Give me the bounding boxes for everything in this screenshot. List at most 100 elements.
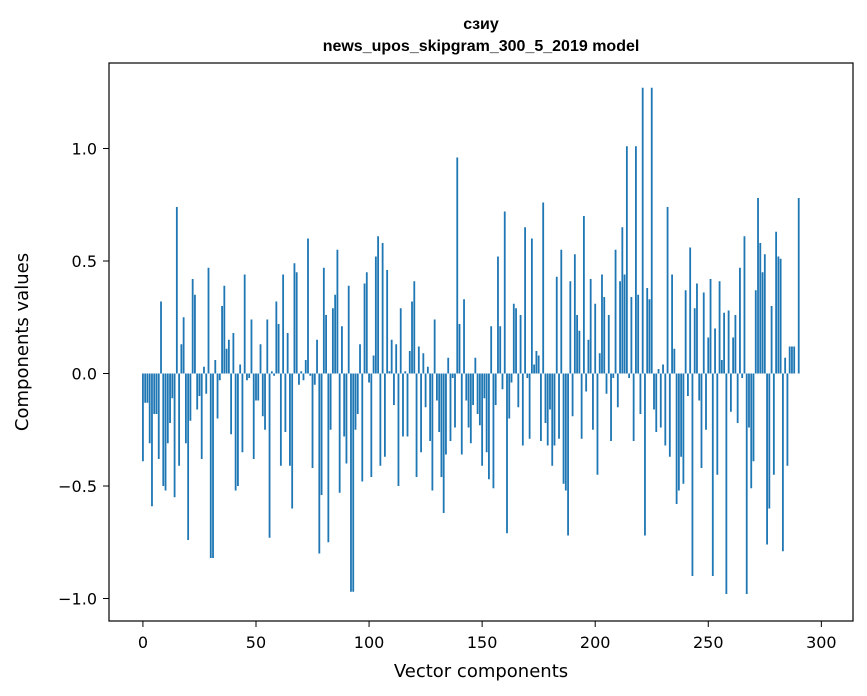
bar bbox=[668, 373, 671, 457]
bar bbox=[589, 279, 592, 374]
bar bbox=[182, 317, 185, 374]
bar bbox=[601, 274, 603, 374]
bar bbox=[506, 373, 508, 534]
bar bbox=[313, 373, 316, 385]
bar bbox=[682, 373, 685, 484]
bar bbox=[320, 373, 323, 495]
bar bbox=[510, 373, 513, 383]
bar bbox=[191, 279, 194, 374]
bar bbox=[386, 270, 389, 374]
bar bbox=[761, 272, 764, 374]
bar bbox=[399, 308, 402, 374]
bar bbox=[436, 373, 438, 401]
bar bbox=[718, 281, 721, 374]
bar bbox=[648, 299, 651, 374]
bar bbox=[307, 238, 309, 374]
bar bbox=[144, 373, 147, 403]
bar bbox=[279, 373, 282, 466]
bar bbox=[447, 357, 450, 374]
bar bbox=[194, 294, 196, 374]
bar bbox=[424, 373, 427, 408]
bar bbox=[359, 344, 361, 374]
bar bbox=[257, 373, 260, 401]
bar bbox=[779, 258, 782, 374]
bar bbox=[347, 285, 350, 374]
bar bbox=[476, 373, 479, 414]
bar bbox=[239, 364, 242, 374]
bar bbox=[709, 279, 712, 374]
bar bbox=[562, 373, 565, 484]
bar bbox=[564, 373, 567, 491]
bar bbox=[616, 373, 619, 408]
x-tick-label: 150 bbox=[467, 633, 498, 652]
bar bbox=[727, 310, 730, 374]
x-tick-label: 250 bbox=[693, 633, 724, 652]
bar bbox=[662, 364, 664, 374]
bar bbox=[221, 306, 223, 374]
bar bbox=[343, 373, 346, 437]
bar bbox=[526, 373, 529, 378]
bar bbox=[200, 373, 203, 459]
bar bbox=[517, 373, 520, 408]
bar bbox=[417, 346, 420, 374]
bar bbox=[345, 373, 348, 464]
bar bbox=[388, 371, 391, 374]
bar bbox=[684, 290, 687, 374]
bar bbox=[463, 299, 465, 374]
bar bbox=[546, 373, 549, 446]
bar bbox=[175, 207, 178, 374]
bar bbox=[752, 373, 755, 462]
bar bbox=[630, 297, 633, 374]
bar bbox=[469, 373, 472, 444]
bar bbox=[180, 344, 183, 374]
bar bbox=[754, 290, 757, 374]
bar bbox=[153, 373, 156, 414]
bar bbox=[429, 373, 432, 441]
x-axis-label: Vector components bbox=[394, 661, 568, 682]
x-tick-label: 50 bbox=[246, 633, 266, 652]
axes-group: 0 50 100 150 200 250 300 −1.0 −0.5 0.0 0.5 1.0 bbox=[58, 62, 854, 652]
bar bbox=[745, 373, 748, 594]
bar bbox=[596, 373, 599, 475]
bar bbox=[370, 373, 373, 477]
bar bbox=[614, 249, 617, 374]
bar bbox=[212, 373, 214, 558]
bar bbox=[350, 373, 352, 592]
y-tick-label: 0.5 bbox=[72, 252, 97, 271]
bar bbox=[725, 373, 728, 594]
bar bbox=[261, 373, 264, 417]
bar bbox=[707, 337, 710, 374]
bar bbox=[316, 339, 318, 374]
bar bbox=[467, 373, 470, 428]
bar bbox=[671, 274, 673, 374]
bar bbox=[325, 315, 327, 374]
bar bbox=[521, 373, 524, 446]
bar bbox=[196, 373, 199, 410]
bar bbox=[501, 373, 504, 390]
bar bbox=[415, 373, 418, 477]
y-tick-label: 1.0 bbox=[72, 140, 97, 159]
bar bbox=[309, 373, 312, 376]
bar bbox=[282, 274, 285, 374]
bar bbox=[162, 373, 165, 486]
bar bbox=[205, 373, 208, 394]
bar bbox=[729, 373, 732, 412]
bar bbox=[560, 249, 563, 374]
bar bbox=[748, 373, 750, 428]
bar bbox=[573, 254, 576, 374]
bar bbox=[519, 315, 522, 374]
bar bbox=[327, 373, 330, 543]
bar bbox=[465, 373, 468, 401]
bar bbox=[277, 324, 280, 374]
bar bbox=[173, 373, 176, 498]
bar bbox=[607, 315, 610, 374]
bar bbox=[225, 348, 228, 374]
bar bbox=[420, 373, 422, 453]
bar bbox=[146, 373, 149, 403]
bar bbox=[659, 373, 662, 428]
bar bbox=[252, 373, 255, 459]
bar bbox=[237, 373, 239, 486]
bar bbox=[449, 373, 452, 441]
bar bbox=[687, 373, 689, 396]
bar bbox=[214, 360, 217, 374]
